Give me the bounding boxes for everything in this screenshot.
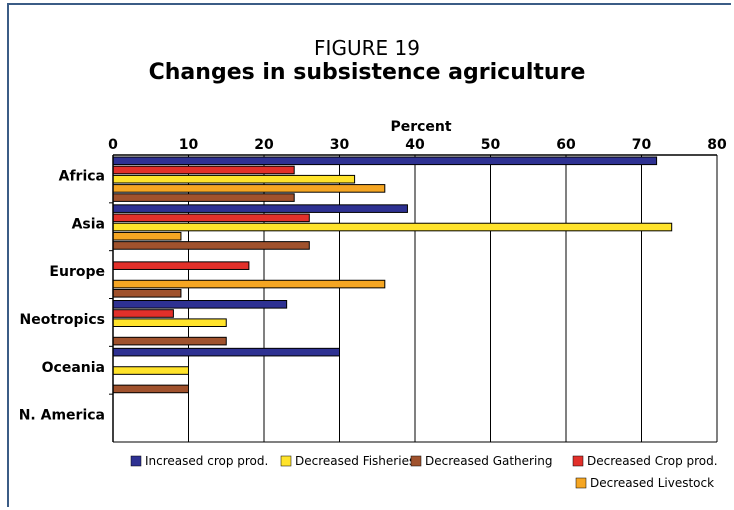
bar — [112, 288, 182, 298]
category-label: Asia — [72, 216, 105, 232]
x-tick-label: 70 — [632, 137, 652, 153]
figure-number: FIGURE 19 — [314, 36, 420, 60]
legend-label: Decreased Gathering — [425, 454, 553, 468]
bar — [112, 300, 288, 309]
legend-label: Decreased Fisheries — [295, 454, 415, 468]
bar — [112, 213, 310, 223]
bar — [112, 241, 310, 250]
x-tick-label: 20 — [254, 137, 274, 153]
bar — [112, 318, 227, 327]
bar — [112, 222, 673, 232]
category-label: Neotropics — [20, 312, 106, 328]
bar — [112, 347, 340, 357]
legend-swatch — [410, 455, 422, 467]
x-tick-label: 60 — [556, 137, 576, 153]
chart-grid — [188, 155, 718, 442]
category-label: Europe — [49, 264, 105, 280]
legend-label: Decreased Livestock — [590, 476, 714, 490]
bar — [112, 336, 227, 346]
figure-frame — [7, 3, 731, 507]
bar — [112, 165, 295, 175]
category-label: Africa — [59, 169, 105, 185]
x-tick-label: 40 — [405, 137, 425, 153]
figure-title: Changes in subsistence agriculture — [148, 60, 586, 85]
bar — [112, 384, 189, 394]
legend-label: Decreased Crop prod. — [587, 454, 718, 468]
legend-swatch — [130, 455, 142, 467]
bar — [112, 174, 356, 184]
legend-swatch — [575, 477, 587, 489]
bar — [112, 193, 295, 202]
legend-swatch — [280, 455, 292, 467]
x-tick-label: 0 — [108, 137, 118, 153]
category-label: N. America — [19, 408, 105, 424]
bar — [112, 156, 658, 166]
chart-axes: 0 10 20 30 40 50 60 70 80 Africa Asia Europe Neotrop… — [19, 137, 727, 443]
bar — [112, 309, 174, 318]
bar — [112, 261, 250, 270]
legend-label: Increased crop prod. — [145, 454, 268, 468]
legend-swatch — [572, 455, 584, 467]
x-axis-label: Percent — [390, 119, 451, 135]
x-tick-label: 10 — [179, 137, 199, 153]
chart-bars — [112, 156, 673, 394]
bar — [112, 279, 386, 289]
category-label: Oceania — [42, 360, 105, 376]
x-tick-label: 30 — [330, 137, 350, 153]
x-tick-label: 80 — [707, 137, 727, 153]
bar — [112, 184, 386, 193]
bar — [112, 204, 408, 213]
bar — [112, 366, 189, 375]
x-tick-label: 50 — [481, 137, 501, 153]
bar — [112, 231, 182, 241]
chart-legend: Increased crop prod. Decreased Fisheries D… — [130, 454, 718, 490]
